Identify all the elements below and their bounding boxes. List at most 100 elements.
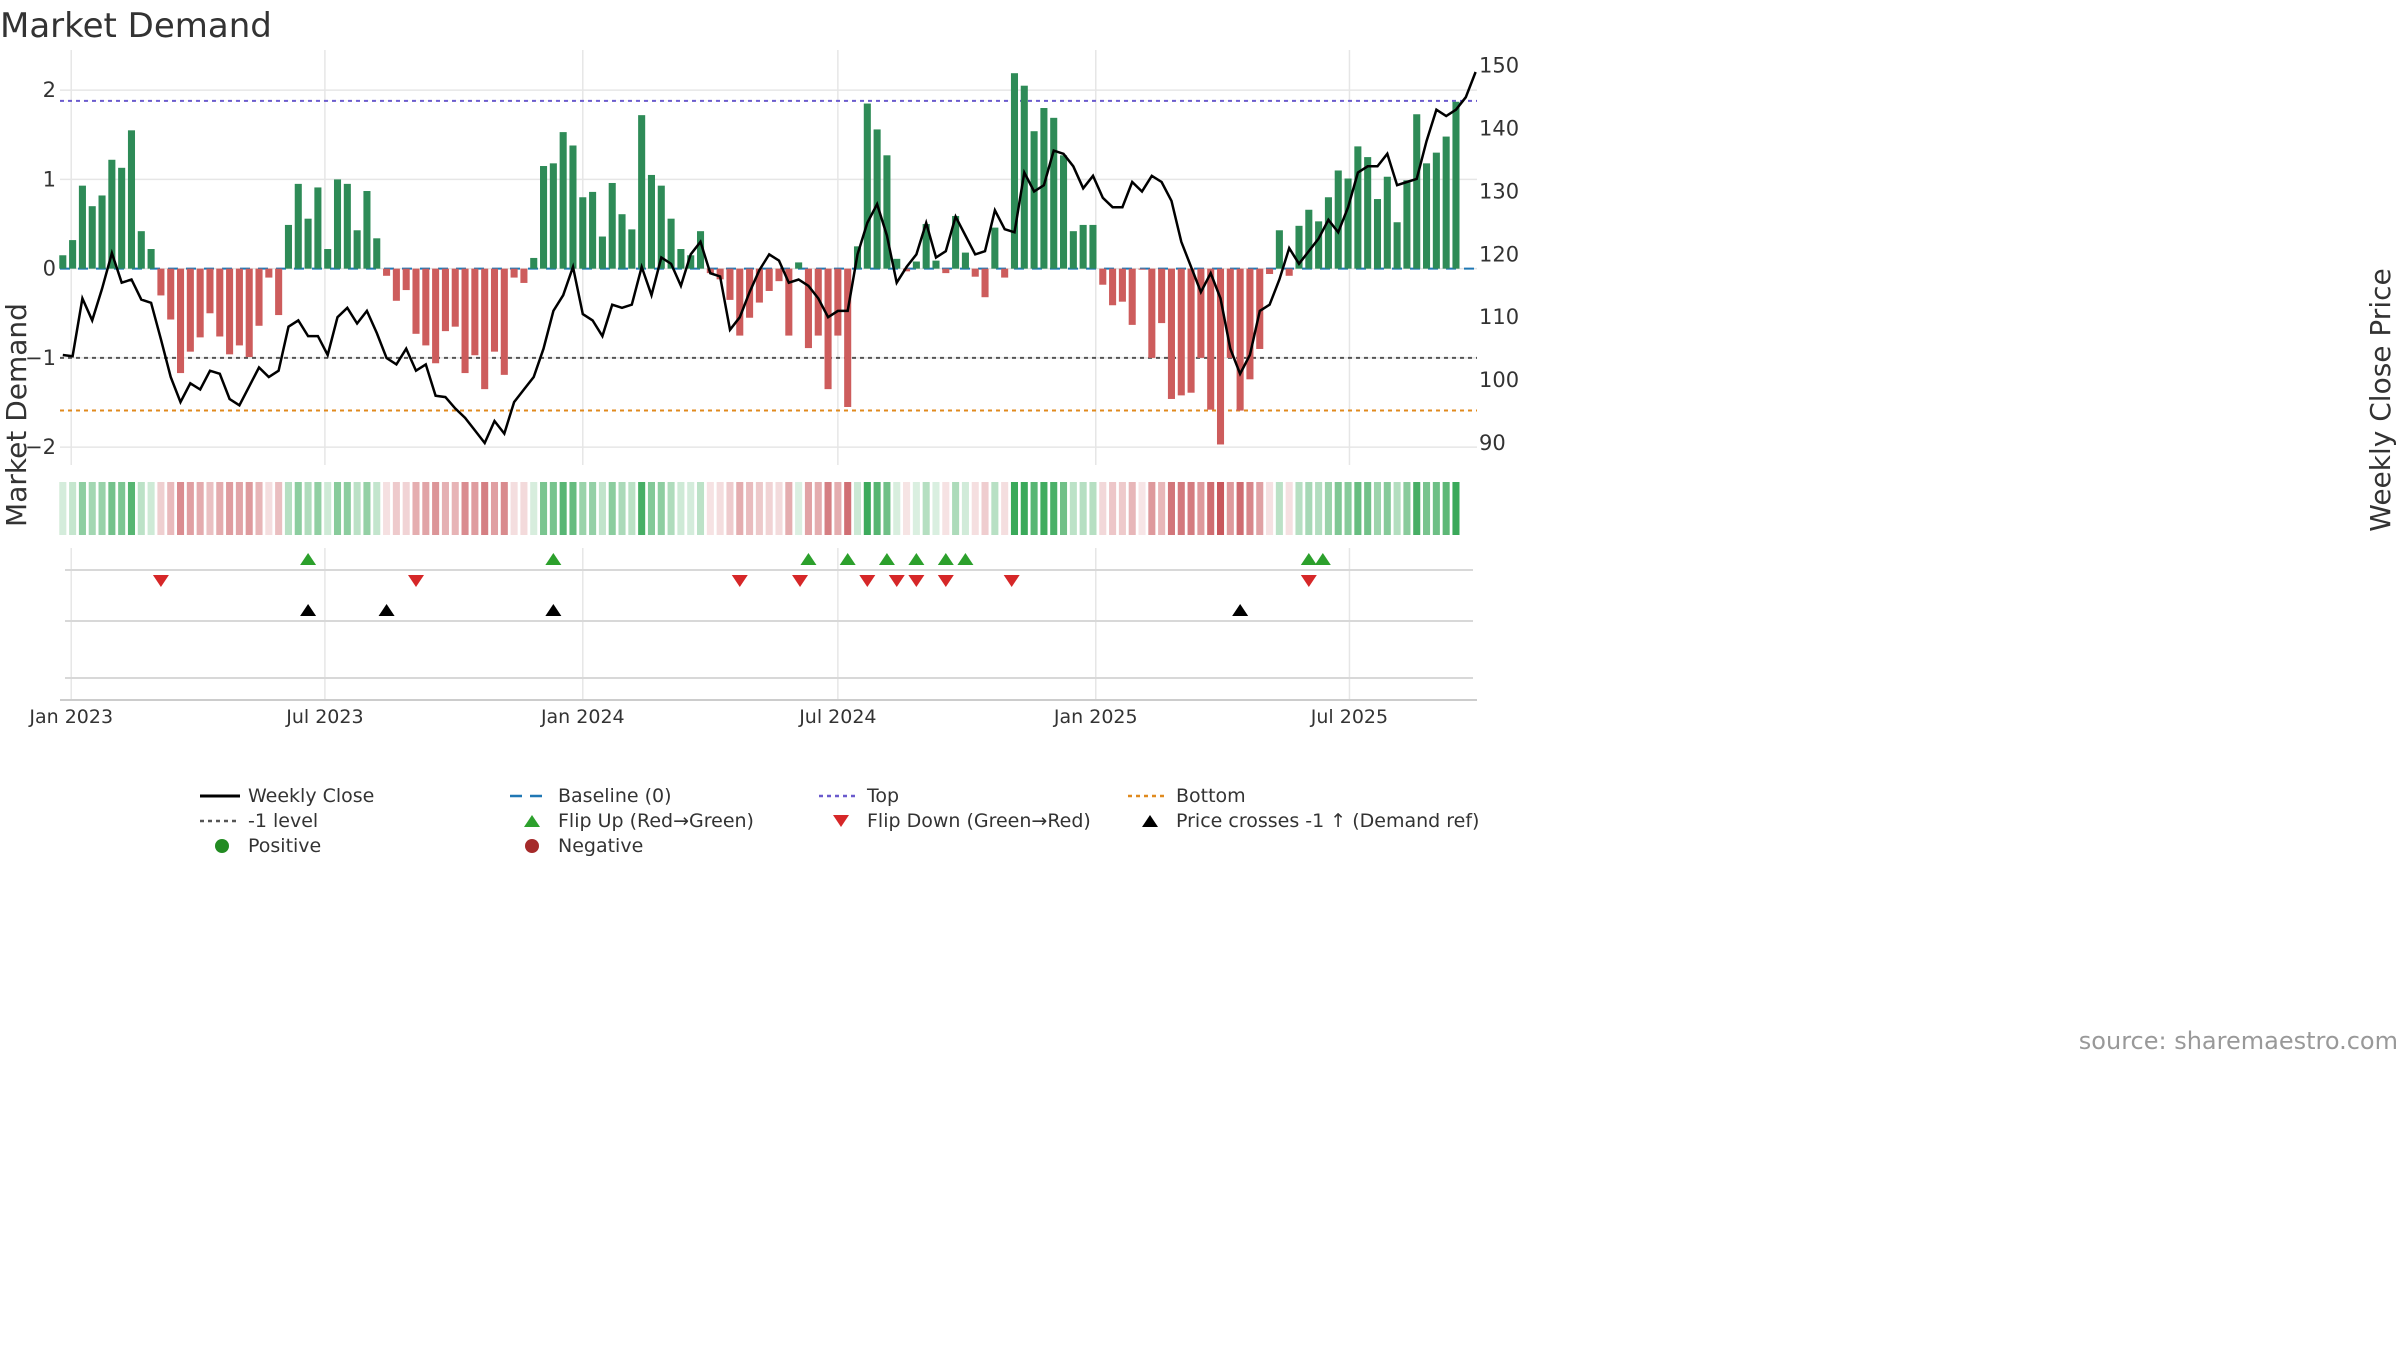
- heat-cell: [402, 482, 410, 535]
- heat-cell: [667, 482, 675, 535]
- demand-bar: [1285, 268, 1293, 276]
- heat-cell: [598, 482, 606, 535]
- heat-cell: [1069, 482, 1077, 535]
- demand-bar: [1393, 222, 1401, 269]
- demand-bar: [991, 227, 999, 269]
- demand-bar: [1442, 136, 1450, 269]
- heat-cell: [569, 482, 577, 535]
- heat-cell: [1403, 482, 1411, 535]
- demand-bar: [235, 268, 243, 346]
- legend-label: Flip Up (Red→Green): [558, 810, 754, 832]
- heat-cell: [1207, 482, 1215, 535]
- demand-bar: [363, 191, 371, 269]
- heat-cell: [755, 482, 763, 535]
- demand-bar: [1295, 225, 1303, 269]
- heat-cell: [118, 482, 126, 535]
- heat-cell: [1020, 482, 1028, 535]
- heat-cell: [1099, 482, 1107, 535]
- demand-bar: [373, 238, 381, 269]
- demand-bar: [814, 268, 822, 336]
- demand-bar: [971, 268, 979, 277]
- heat-cell: [314, 482, 322, 535]
- heat-cell: [412, 482, 420, 535]
- heat-cell: [333, 482, 342, 535]
- demand-bar: [1099, 268, 1107, 285]
- heat-cell: [922, 482, 930, 535]
- y2-tick-label: 130: [1479, 179, 1519, 203]
- price-line: [62, 71, 1477, 446]
- demand-bar: [696, 231, 705, 269]
- heat-cell: [304, 482, 312, 535]
- heat-cell: [343, 482, 351, 535]
- heat-cell: [1315, 482, 1323, 535]
- axes: −2 −1 0 1 2 90 100 110 120 130 140 150 Jan 2023 Jul 2…: [25, 54, 1519, 728]
- demand-bar: [1010, 73, 1019, 269]
- demand-bar: [59, 255, 67, 269]
- heat-cell: [530, 482, 538, 535]
- flip-up-marker: [908, 553, 925, 565]
- heat-cell: [696, 482, 705, 535]
- heat-cell: [804, 482, 812, 535]
- heat-cell: [912, 482, 920, 535]
- heat-cell: [883, 482, 891, 535]
- heat-cell: [1344, 482, 1352, 535]
- heat-cell: [98, 482, 106, 535]
- heat-cell: [579, 482, 587, 535]
- flip-down-marker: [859, 575, 876, 587]
- demand-bar: [1246, 268, 1254, 380]
- demand-bar: [1079, 224, 1087, 269]
- demand-bar: [589, 191, 597, 269]
- heat-cell: [471, 482, 479, 535]
- legend-swatch: [833, 815, 849, 827]
- heat-cell: [137, 482, 145, 535]
- heat-cell: [1373, 482, 1382, 535]
- heat-cell: [59, 482, 67, 535]
- demand-bar: [1128, 268, 1136, 325]
- heat-cell: [177, 482, 185, 535]
- demand-bar: [481, 268, 489, 390]
- heat-cell: [441, 482, 449, 535]
- heat-cell: [1226, 482, 1234, 535]
- heat-cell: [1305, 482, 1313, 535]
- heat-cell: [628, 482, 636, 535]
- heat-cell: [1001, 482, 1009, 535]
- source-note: source: sharemaestro.com: [2079, 1027, 2398, 1055]
- heat-cell: [1393, 482, 1401, 535]
- heat-cell: [245, 482, 253, 535]
- heat-cell: [432, 482, 440, 535]
- heat-cell: [844, 482, 852, 535]
- heat-cell: [952, 482, 960, 535]
- demand-bar: [1138, 268, 1146, 270]
- demand-bar: [569, 145, 577, 269]
- heat-cell: [1118, 482, 1126, 535]
- heat-cell: [363, 482, 371, 535]
- heat-cell: [1236, 482, 1244, 535]
- heat-cell: [942, 482, 950, 535]
- demand-bar: [844, 268, 852, 407]
- legend-label: Price crosses -1 ↑ (Demand ref): [1176, 810, 1479, 832]
- demand-bar: [530, 257, 538, 269]
- flip-down-marker: [792, 575, 809, 587]
- heat-cell: [1197, 482, 1205, 535]
- demand-bar: [1305, 209, 1313, 269]
- demand-bar: [1118, 268, 1126, 302]
- heat-cell: [196, 482, 204, 535]
- demand-bar: [726, 268, 734, 300]
- demand-bar: [196, 268, 204, 338]
- legend-swatch: [524, 815, 540, 827]
- demand-bar: [441, 268, 449, 332]
- demand-bar: [1216, 268, 1225, 445]
- demand-bar: [275, 268, 283, 316]
- heat-cell: [814, 482, 822, 535]
- demand-bar: [687, 255, 695, 269]
- heat-cell: [147, 482, 155, 535]
- demand-bar: [540, 166, 548, 269]
- flip-up-marker: [878, 553, 895, 565]
- demand-bar: [1432, 152, 1440, 269]
- legend-swatch: [215, 839, 229, 853]
- price-cross-marker: [378, 604, 395, 616]
- heat-cell: [1432, 482, 1440, 535]
- demand-bar: [245, 268, 253, 358]
- heat-cell: [736, 482, 744, 535]
- heat-cell: [1324, 482, 1332, 535]
